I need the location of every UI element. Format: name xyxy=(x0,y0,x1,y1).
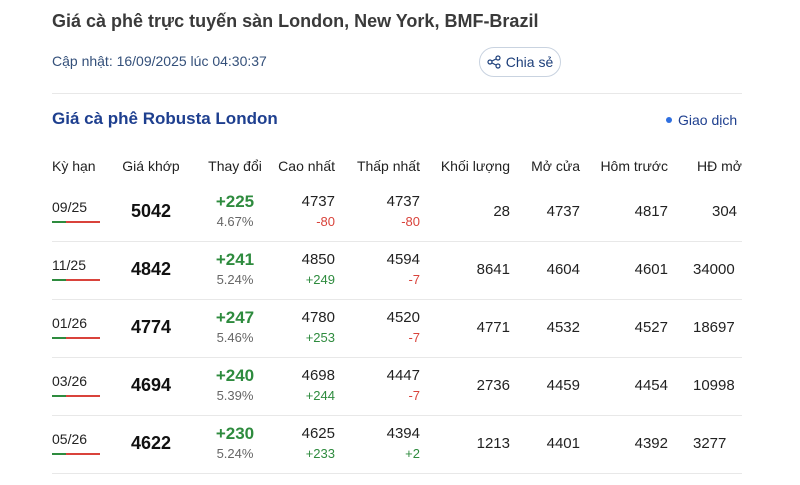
row-divider xyxy=(52,241,742,242)
low: 4447 xyxy=(386,367,420,384)
open: 4604 xyxy=(546,261,580,278)
price: 4622 xyxy=(130,433,172,453)
low-change: -80 xyxy=(401,214,420,229)
term-bar xyxy=(52,279,100,281)
term-bar-up xyxy=(52,279,66,281)
prev: 4817 xyxy=(634,203,668,220)
change-pct: 5.24% xyxy=(216,272,254,287)
term: 05/26 xyxy=(52,431,88,447)
price: 4774 xyxy=(130,317,172,337)
term-bar xyxy=(52,453,100,455)
price: 4694 xyxy=(130,375,172,395)
term-bar-up xyxy=(52,221,66,223)
low-change: -7 xyxy=(408,388,420,403)
volume: 4771 xyxy=(476,319,510,336)
high-change: -80 xyxy=(316,214,335,229)
column-header: HĐ mở xyxy=(697,158,742,174)
low-change: -7 xyxy=(408,272,420,287)
high: 4850 xyxy=(301,251,335,268)
open-interest: 304 xyxy=(712,203,738,220)
column-header: Cao nhất xyxy=(278,158,335,174)
open-interest: 10998 xyxy=(693,377,735,394)
prev: 4527 xyxy=(634,319,668,336)
column-header: Mở cửa xyxy=(531,158,580,174)
status-label: Giao dịch xyxy=(678,112,738,128)
share-button[interactable]: Chia sẻ xyxy=(479,47,561,77)
volume: 28 xyxy=(493,203,510,220)
term-bar-up xyxy=(52,453,66,455)
share-label: Chia sẻ xyxy=(505,54,554,70)
volume: 8641 xyxy=(476,261,510,278)
low: 4737 xyxy=(386,193,420,210)
term: 03/26 xyxy=(52,373,88,389)
term: 09/25 xyxy=(52,199,88,215)
change-pct: 5.39% xyxy=(216,388,254,403)
price: 5042 xyxy=(130,201,172,221)
row-divider xyxy=(52,473,742,474)
change-pct: 5.24% xyxy=(216,446,254,461)
change: +230 xyxy=(215,424,255,443)
status-dot xyxy=(666,117,672,123)
change: +241 xyxy=(215,250,255,269)
term: 11/25 xyxy=(52,257,86,273)
row-divider xyxy=(52,357,742,358)
term-bar xyxy=(52,221,100,223)
column-header: Thấp nhất xyxy=(356,158,420,174)
high-change: +249 xyxy=(305,272,335,287)
open-interest: 3277 xyxy=(693,435,727,452)
change: +240 xyxy=(215,366,255,385)
term-bar-up xyxy=(52,337,66,339)
high: 4737 xyxy=(301,193,335,210)
high-change: +253 xyxy=(305,330,335,345)
open: 4532 xyxy=(546,319,580,336)
volume: 1213 xyxy=(476,435,510,452)
column-header: Thay đổi xyxy=(208,158,262,174)
term-bar xyxy=(52,395,100,397)
open: 4401 xyxy=(546,435,580,452)
low-change: +2 xyxy=(405,446,420,461)
prev: 4454 xyxy=(634,377,668,394)
high: 4780 xyxy=(301,309,335,326)
prev: 4392 xyxy=(634,435,668,452)
share-icon xyxy=(487,55,501,69)
high: 4698 xyxy=(301,367,335,384)
low: 4594 xyxy=(386,251,420,268)
open-interest: 18697 xyxy=(693,319,735,336)
updated-time: Cập nhật: 16/09/2025 lúc 04:30:37 xyxy=(52,53,267,69)
section-title: Giá cà phê Robusta London xyxy=(52,109,278,128)
column-header: Hôm trước xyxy=(600,158,668,174)
term-bar xyxy=(52,337,100,339)
change-pct: 5.46% xyxy=(216,330,254,345)
change: +247 xyxy=(215,308,255,327)
status: Giao dịch xyxy=(666,112,737,128)
high: 4625 xyxy=(301,425,335,442)
low: 4394 xyxy=(386,425,420,442)
row-divider xyxy=(52,299,742,300)
change: +225 xyxy=(215,192,255,211)
open-interest: 34000 xyxy=(693,261,735,278)
open: 4459 xyxy=(546,377,580,394)
prev: 4601 xyxy=(634,261,668,278)
row-divider xyxy=(52,415,742,416)
column-header: Khối lượng xyxy=(440,158,510,174)
term: 01/26 xyxy=(52,315,88,331)
column-header: Kỳ hạn xyxy=(52,158,96,174)
price: 4842 xyxy=(130,259,172,279)
price-table: Kỳ hạn Giá khớp Thay đổi Cao nhất Thấp nhất K… xyxy=(0,150,742,480)
low-change: -7 xyxy=(408,330,420,345)
divider xyxy=(52,93,742,94)
term-bar-up xyxy=(52,395,66,397)
volume: 2736 xyxy=(476,377,510,394)
high-change: +233 xyxy=(305,446,335,461)
column-header: Giá khớp xyxy=(122,158,180,174)
low: 4520 xyxy=(386,309,420,326)
open: 4737 xyxy=(546,203,580,220)
page-title: Giá cà phê trực tuyến sàn London, New Yo… xyxy=(52,11,539,31)
high-change: +244 xyxy=(305,388,335,403)
change-pct: 4.67% xyxy=(216,214,254,229)
